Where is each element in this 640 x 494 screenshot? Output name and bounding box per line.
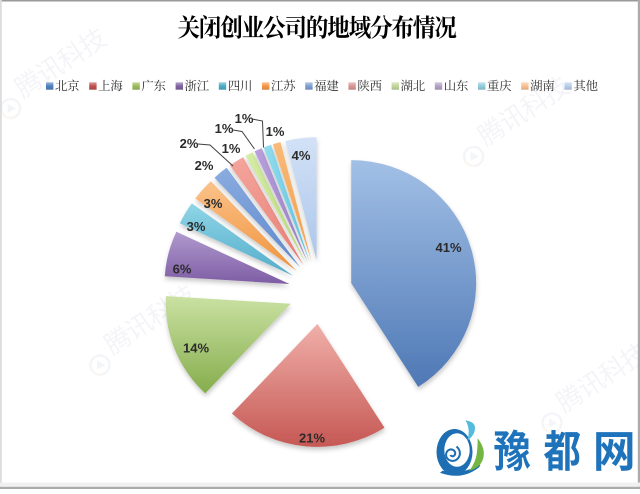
svg-text:1%: 1% (215, 121, 234, 136)
svg-text:14%: 14% (183, 340, 209, 355)
svg-text:6%: 6% (173, 261, 192, 276)
svg-text:41%: 41% (435, 240, 461, 255)
svg-text:1%: 1% (266, 124, 285, 139)
svg-text:1%: 1% (235, 111, 254, 126)
svg-text:2%: 2% (180, 136, 199, 151)
svg-text:4%: 4% (292, 148, 311, 163)
svg-text:3%: 3% (204, 196, 223, 211)
svg-text:1%: 1% (222, 141, 241, 156)
svg-text:21%: 21% (299, 430, 325, 445)
svg-text:2%: 2% (195, 158, 214, 173)
svg-text:3%: 3% (187, 219, 206, 234)
